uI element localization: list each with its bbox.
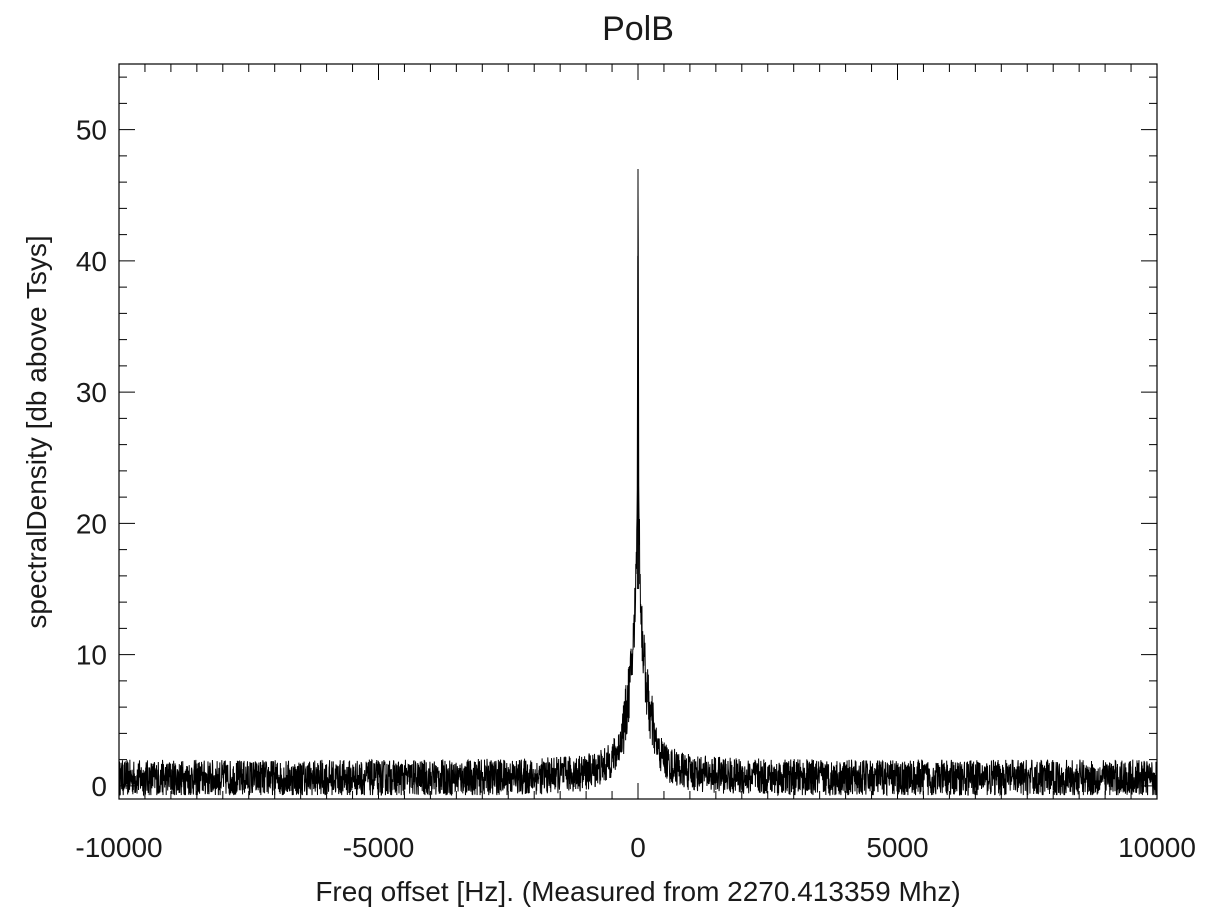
y-tick-label: 20 bbox=[76, 508, 107, 539]
x-axis-label: Freq offset [Hz]. (Measured from 2270.41… bbox=[315, 876, 960, 907]
y-tick-label: 50 bbox=[76, 115, 107, 146]
y-tick-label: 40 bbox=[76, 246, 107, 277]
chart-title: PolB bbox=[602, 10, 674, 48]
x-tick-label: 5000 bbox=[866, 832, 928, 863]
y-axis-label: spectralDensity [db above Tsys] bbox=[21, 235, 52, 628]
x-tick-label: 10000 bbox=[1118, 832, 1196, 863]
tick-labels: -10000 -5000 0 5000 10000 0 10 20 30 40 50 bbox=[75, 115, 1196, 863]
y-tick-label: 10 bbox=[76, 640, 107, 671]
x-tick-label: 0 bbox=[630, 832, 646, 863]
spectrum-line bbox=[118, 168, 1158, 797]
y-tick-label: 30 bbox=[76, 377, 107, 408]
y-tick-label: 0 bbox=[91, 771, 107, 802]
x-tick-label: -5000 bbox=[343, 832, 415, 863]
x-tick-label: -10000 bbox=[75, 832, 162, 863]
